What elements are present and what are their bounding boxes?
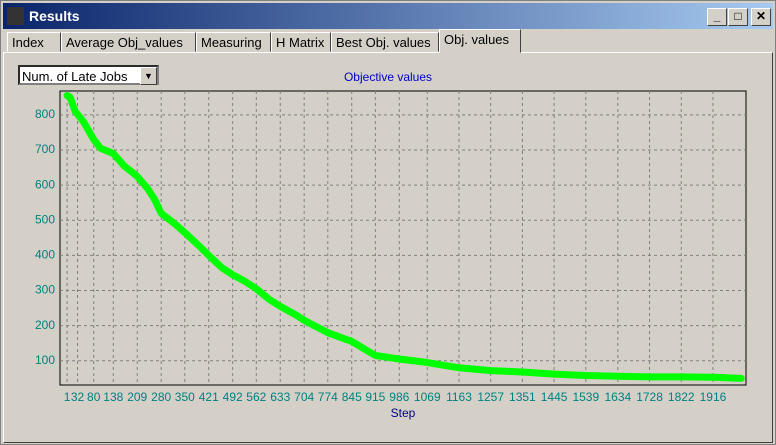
title-bar: Results _ □ ✕ xyxy=(3,3,773,29)
tab[interactable]: Average Obj_values xyxy=(61,32,196,52)
close-button[interactable]: ✕ xyxy=(751,8,771,26)
tab[interactable]: Measuring xyxy=(196,32,271,52)
tab-active[interactable]: Obj. values xyxy=(439,29,521,53)
tab-panel xyxy=(3,52,773,443)
window-title: Results xyxy=(29,8,80,24)
minimize-button[interactable]: _ xyxy=(707,8,727,26)
dropdown-arrow[interactable]: ▼ xyxy=(140,67,157,85)
app-icon xyxy=(7,7,24,25)
tab[interactable]: H Matrix xyxy=(271,32,331,52)
dropdown[interactable]: Num. of Late Jobs ▼ xyxy=(18,65,159,85)
dropdown-value: Num. of Late Jobs xyxy=(22,69,128,84)
tab[interactable]: Best Obj. values xyxy=(331,32,439,52)
maximize-button[interactable]: □ xyxy=(728,8,748,26)
tab[interactable]: Index xyxy=(7,32,61,52)
